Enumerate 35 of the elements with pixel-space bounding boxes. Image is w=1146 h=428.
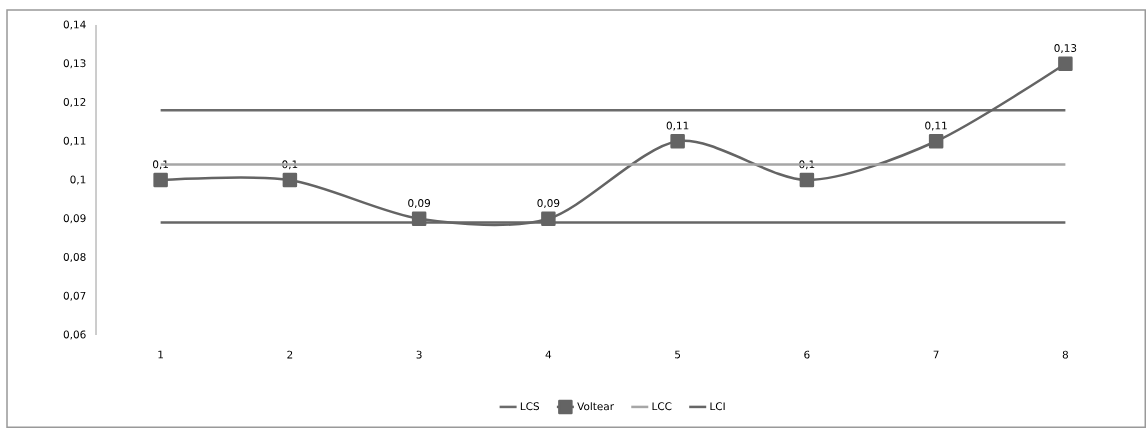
point <box>282 172 298 188</box>
x-tick-label: 5 <box>675 350 681 359</box>
legend-label: LCC <box>652 402 672 411</box>
point <box>411 211 427 226</box>
point <box>799 172 815 188</box>
data-label: 0,09 <box>537 199 560 209</box>
y-tick-label: 0,08 <box>63 253 86 262</box>
y-tick-label: 0,11 <box>63 136 86 146</box>
point <box>1058 56 1073 71</box>
legend-label: LCI <box>710 402 725 411</box>
x-tick-label: 1 <box>158 350 163 359</box>
x-tick-label: 7 <box>933 350 939 359</box>
x-tick-label: 6 <box>804 350 810 359</box>
point <box>670 134 685 149</box>
legend-label: Voltear <box>577 402 615 411</box>
data-label: 0,1 <box>153 160 168 170</box>
point <box>541 211 556 226</box>
x-tick-label: 4 <box>545 350 552 359</box>
x-tick-label: 2 <box>287 350 293 359</box>
legend-label: LCS <box>520 402 540 411</box>
x-tick-label: 8 <box>1062 350 1068 359</box>
data-label: 0,11 <box>666 121 689 131</box>
y-tick-label: 0,12 <box>63 98 86 107</box>
point <box>153 172 168 188</box>
data-label: 0,11 <box>925 121 947 131</box>
y-tick-label: 0,13 <box>63 59 86 69</box>
y-tick-label: 0,07 <box>63 291 86 301</box>
point <box>928 134 944 149</box>
x-tick-label: 3 <box>416 350 422 359</box>
y-tick-label: 0,06 <box>63 330 86 340</box>
y-tick-label: 0,09 <box>63 214 86 224</box>
data-label: 0,09 <box>408 199 431 209</box>
data-label: 0,13 <box>1054 44 1077 54</box>
y-tick-label: 0,1 <box>70 175 86 185</box>
y-tick-label: 0,14 <box>63 20 86 30</box>
